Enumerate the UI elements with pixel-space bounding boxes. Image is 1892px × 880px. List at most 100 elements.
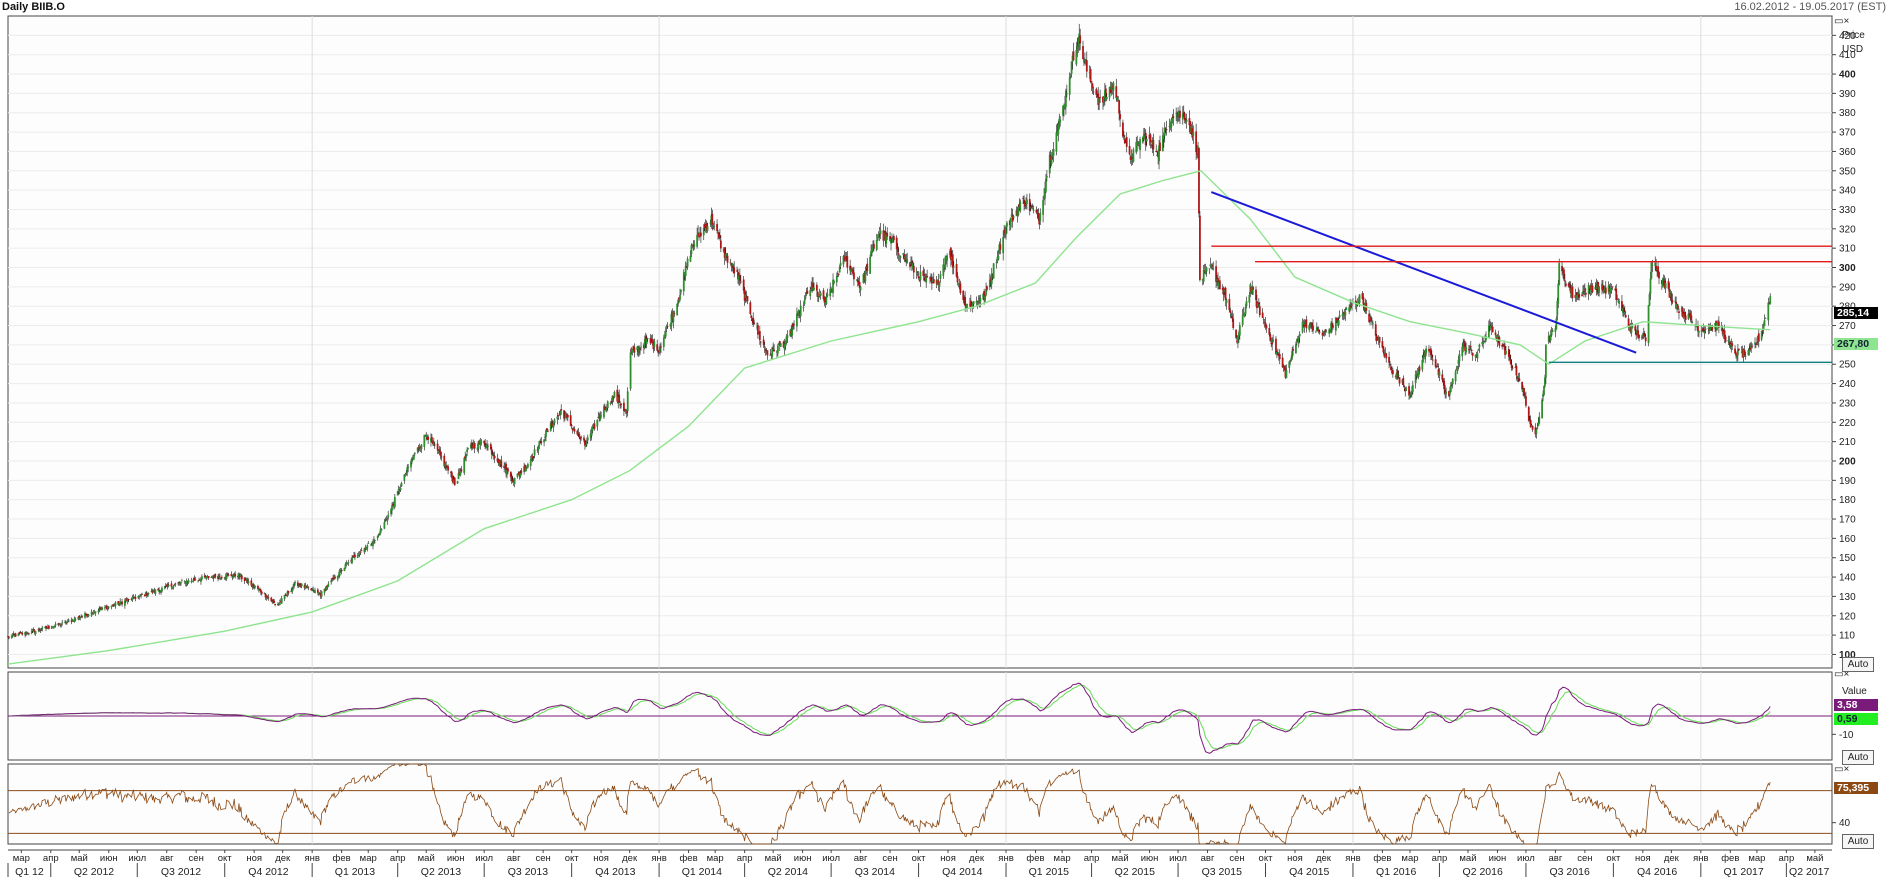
candle-body <box>633 347 636 353</box>
candle-body <box>736 270 738 272</box>
candle-body <box>210 577 213 578</box>
candle-body <box>664 331 667 337</box>
candle-body <box>951 254 954 268</box>
candle-body <box>1494 332 1497 336</box>
candle-body <box>1357 300 1360 305</box>
candle-body <box>1531 425 1534 430</box>
candle-body <box>1570 288 1573 296</box>
price-tick-label: 200 <box>1839 456 1856 467</box>
candle-body <box>1269 334 1272 341</box>
candle-body <box>1555 318 1558 330</box>
candle-body <box>626 391 629 412</box>
price-auto-button[interactable]: Auto <box>1842 657 1874 672</box>
candle-body <box>1476 353 1479 359</box>
candle-body <box>1422 354 1425 359</box>
month-label: май <box>71 853 88 864</box>
candle-body <box>1321 332 1324 336</box>
month-label: фев <box>1373 853 1391 864</box>
candle-body <box>890 239 892 244</box>
candle-body <box>1431 359 1434 361</box>
candle-body <box>771 347 774 357</box>
candle-body <box>205 576 208 579</box>
candle-body <box>766 350 769 356</box>
candle-body <box>352 555 354 557</box>
candle-body <box>1281 357 1284 368</box>
candle-body <box>589 433 592 438</box>
candle-body <box>1644 337 1647 342</box>
candle-body <box>1490 327 1493 330</box>
candle-body <box>824 303 827 305</box>
candle-body <box>630 350 633 352</box>
candle-body <box>1470 350 1473 351</box>
candle-body <box>1529 419 1532 428</box>
candle-body <box>1071 55 1074 62</box>
price-tick-label: 310 <box>1839 244 1856 255</box>
candle-body <box>297 582 299 586</box>
candle-body <box>571 428 574 431</box>
candle-body <box>803 299 806 305</box>
candle-body <box>377 534 380 536</box>
candle-body <box>32 629 35 631</box>
candle-body <box>1290 358 1293 362</box>
candle-body <box>1434 359 1437 367</box>
candle-body <box>1485 336 1487 341</box>
candle-body <box>1197 146 1199 154</box>
candle-body <box>833 280 835 284</box>
candle-body <box>517 473 520 475</box>
macd-auto-button[interactable]: Auto <box>1842 750 1874 765</box>
candle-body <box>427 436 430 440</box>
candle-body <box>892 236 895 241</box>
month-label: сен <box>1229 853 1244 864</box>
candle-body <box>1522 388 1524 391</box>
candle-body <box>125 598 128 602</box>
candle-body <box>52 626 55 629</box>
candle-body <box>471 445 474 449</box>
candle-body <box>663 334 666 337</box>
candle-body <box>393 497 396 508</box>
candle-body <box>1578 293 1581 298</box>
candle-body <box>983 290 986 301</box>
candle-body <box>1276 353 1279 356</box>
candle-body <box>393 505 395 507</box>
month-label: апр <box>1084 853 1100 864</box>
candle-body <box>710 215 713 225</box>
candle-body <box>270 597 273 602</box>
candle-body <box>1624 315 1627 318</box>
candle-body <box>371 542 373 545</box>
candle-body <box>497 459 500 464</box>
candle-body <box>467 448 469 450</box>
candle-body <box>19 632 22 634</box>
panel-restore-close-icon[interactable]: ▭× <box>1834 16 1850 27</box>
candle-body <box>413 452 416 454</box>
candle-body <box>1516 376 1519 379</box>
candle-body <box>1119 114 1121 120</box>
candle-body <box>895 237 898 250</box>
candle-body <box>1159 142 1161 151</box>
panel-restore-close-icon[interactable]: ▭× <box>1834 669 1850 680</box>
panel-restore-close-icon[interactable]: ▭× <box>1834 764 1850 775</box>
candle-body <box>410 461 412 468</box>
candle-body <box>498 463 501 466</box>
candle-body <box>131 597 134 601</box>
candle-body <box>658 349 660 351</box>
candle-body <box>1541 399 1543 419</box>
quarter-label: Q3 2012 <box>161 866 201 878</box>
candle-body <box>984 295 987 301</box>
candle-body <box>559 411 562 416</box>
candle-body <box>563 410 565 419</box>
rsi-auto-button[interactable]: Auto <box>1842 834 1874 849</box>
candle-body <box>742 279 745 291</box>
candle-body <box>1208 268 1211 270</box>
candle-body <box>1015 210 1018 216</box>
candle-body <box>319 592 322 597</box>
candle-body <box>14 633 17 637</box>
candle-body <box>531 456 534 459</box>
candle-body <box>1036 209 1039 213</box>
month-label: май <box>1806 853 1823 864</box>
candle-body <box>872 246 874 252</box>
candle-body <box>1192 132 1195 136</box>
candle-body <box>640 346 642 348</box>
candle-body <box>423 434 426 447</box>
candle-body <box>1181 113 1184 120</box>
month-label: янв <box>651 853 666 864</box>
